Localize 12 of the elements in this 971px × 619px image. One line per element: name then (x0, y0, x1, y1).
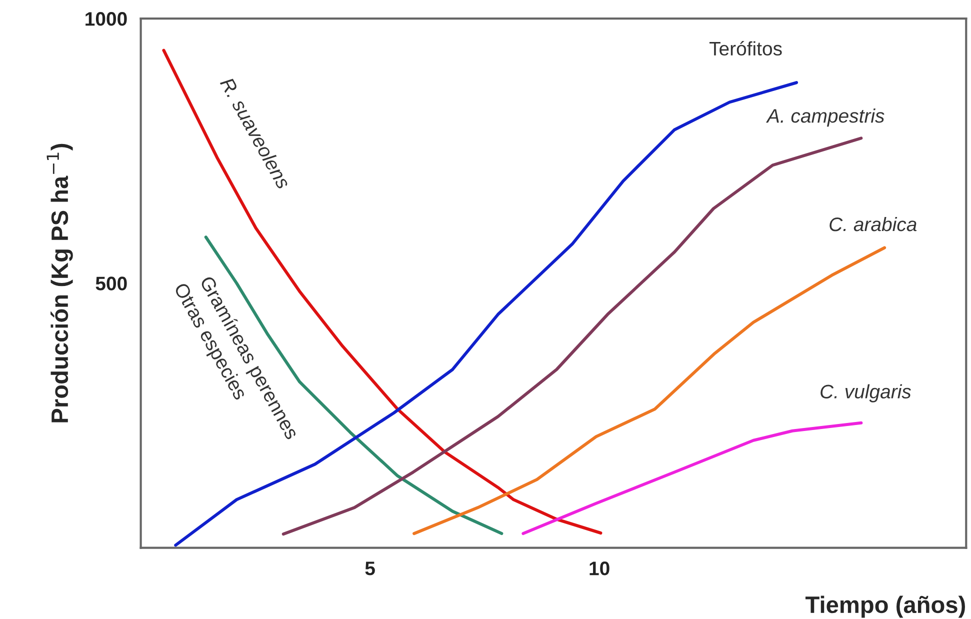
line-series (522, 421, 863, 536)
y-tick-label: 500 (96, 276, 127, 290)
annotation: A. campestris (766, 108, 884, 127)
y-axis-title: Producción (Kg PS ha$^{−1}$) (46, 144, 73, 422)
annotation: C. arabica (830, 216, 917, 232)
annotation: Terófitos (709, 41, 782, 56)
x-tick-label: 5 (365, 562, 375, 576)
line-series (162, 48, 602, 535)
y-tick-label: 1000 (86, 12, 127, 26)
annotation: C. vulgaris (820, 384, 911, 402)
x-tick-label: 10 (590, 562, 610, 576)
x-axis-title: Tiempo (años) (805, 596, 965, 618)
